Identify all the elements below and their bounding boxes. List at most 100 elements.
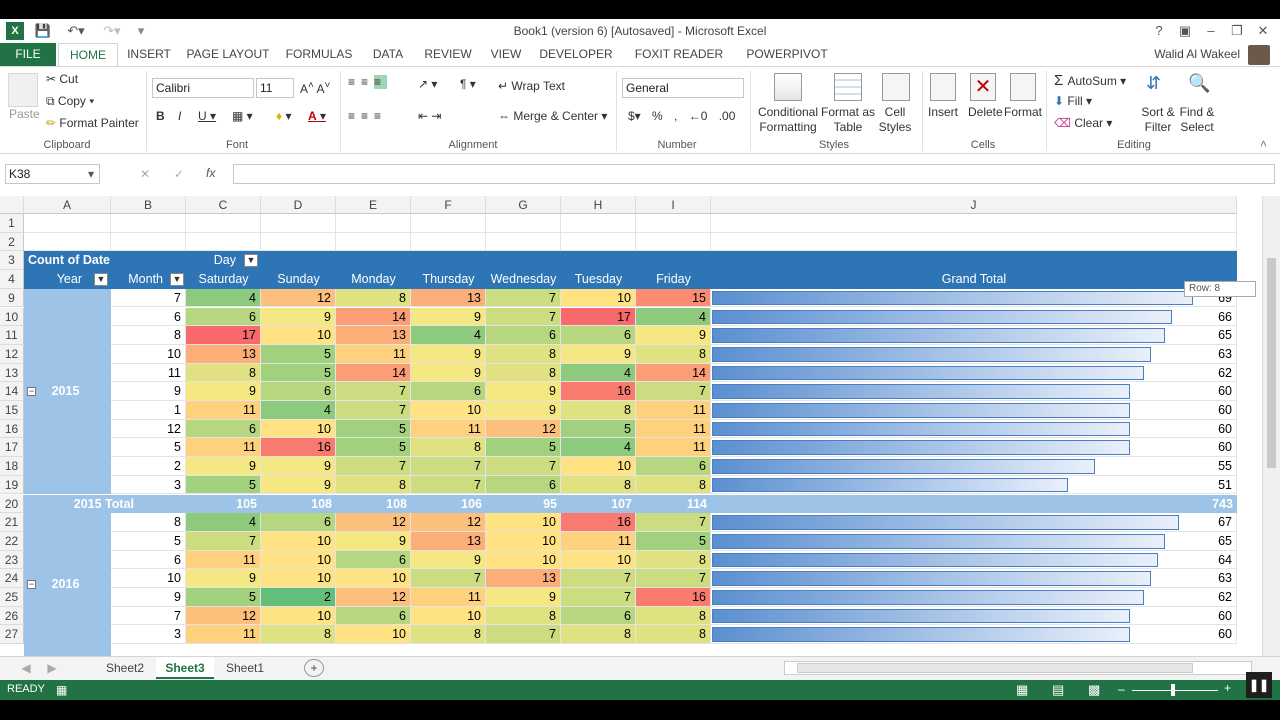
heat-cell[interactable]: 9 — [486, 401, 561, 420]
tab-formulas[interactable]: FORMULAS — [285, 47, 353, 61]
grand-total-cell[interactable]: 55 — [711, 457, 1237, 476]
sheet-tab-sheet1[interactable]: Sheet1 — [225, 661, 265, 675]
heat-cell[interactable]: 17 — [186, 326, 261, 345]
cut-button[interactable]: ✂ Cut — [46, 72, 78, 86]
heat-cell[interactable]: 6 — [636, 457, 711, 476]
select-all-corner[interactable] — [0, 196, 24, 214]
format-cells-icon[interactable] — [1010, 73, 1036, 101]
insert-cells-icon[interactable] — [930, 73, 956, 101]
heat-cell[interactable]: 4 — [636, 307, 711, 327]
heat-cell[interactable]: 16 — [261, 438, 336, 458]
heat-cell[interactable]: 11 — [186, 550, 261, 570]
heat-cell[interactable]: 10 — [336, 625, 411, 645]
heat-cell[interactable]: 7 — [486, 457, 561, 476]
tab-insert[interactable]: INSERT — [127, 47, 171, 61]
heat-cell[interactable]: 8 — [636, 625, 711, 645]
heat-cell[interactable]: 7 — [411, 475, 486, 495]
macro-record-icon[interactable]: ▦ — [56, 683, 68, 697]
heat-cell[interactable]: 13 — [336, 326, 411, 345]
heat-cell[interactable]: 10 — [261, 569, 336, 588]
heat-cell[interactable]: 16 — [636, 588, 711, 607]
heat-cell[interactable]: 12 — [261, 288, 336, 308]
month-value[interactable]: 9 — [111, 382, 186, 401]
grand-total-cell[interactable]: 60 — [711, 625, 1237, 645]
heat-cell[interactable]: 8 — [486, 363, 561, 383]
heat-cell[interactable]: 6 — [336, 550, 411, 570]
heat-cell[interactable]: 9 — [186, 457, 261, 476]
heat-cell[interactable]: 10 — [411, 606, 486, 626]
scrollbar-thumb[interactable] — [1267, 258, 1276, 468]
grand-total-cell[interactable]: 66 — [711, 307, 1237, 327]
row-header[interactable]: 4 — [0, 270, 24, 289]
heat-cell[interactable]: 6 — [561, 326, 636, 345]
heat-cell[interactable]: 6 — [486, 326, 561, 345]
year-2016-cell[interactable]: 2016 — [24, 513, 111, 656]
heat-cell[interactable]: 11 — [411, 419, 486, 439]
horizontal-align-buttons[interactable]: ≡≡≡ — [348, 109, 388, 123]
heat-cell[interactable]: 13 — [411, 531, 486, 551]
heat-cell[interactable]: 8 — [336, 288, 411, 308]
row-header[interactable]: 20 — [0, 494, 24, 514]
empty-cell[interactable] — [711, 232, 1237, 252]
heat-cell[interactable]: 4 — [186, 288, 261, 308]
month-value[interactable]: 5 — [111, 531, 186, 551]
heat-cell[interactable]: 10 — [561, 457, 636, 476]
heat-cell[interactable]: 10 — [411, 401, 486, 420]
heat-cell[interactable]: 12 — [336, 588, 411, 607]
heat-cell[interactable]: 6 — [186, 307, 261, 327]
heat-cell[interactable]: 10 — [261, 419, 336, 439]
month-value[interactable]: 7 — [111, 288, 186, 308]
month-value[interactable]: 7 — [111, 606, 186, 626]
heat-cell[interactable]: 8 — [186, 363, 261, 383]
conditional-formatting-button[interactable]: Conditional Formatting — [756, 105, 820, 135]
heat-cell[interactable]: 6 — [336, 606, 411, 626]
heat-cell[interactable]: 9 — [411, 344, 486, 364]
column-header-e[interactable]: E — [336, 196, 411, 214]
heat-cell[interactable]: 7 — [411, 457, 486, 476]
user-name[interactable]: Walid Al Wakeel — [1154, 47, 1240, 61]
column-header-i[interactable]: I — [636, 196, 711, 214]
tab-developer[interactable]: DEVELOPER — [539, 47, 613, 61]
row-header[interactable]: 25 — [0, 588, 24, 607]
binoculars-icon[interactable]: 🔍 — [1188, 73, 1211, 93]
underline-button[interactable]: U ▾ — [198, 109, 217, 123]
grand-total-cell[interactable]: 60 — [711, 382, 1237, 401]
heat-cell[interactable]: 7 — [486, 288, 561, 308]
heat-cell[interactable]: 9 — [561, 344, 636, 364]
heat-cell[interactable]: 8 — [411, 625, 486, 645]
heat-cell[interactable]: 10 — [261, 326, 336, 345]
vertical-align-buttons[interactable]: ≡≡≡ — [348, 75, 388, 89]
empty-cell[interactable] — [261, 214, 336, 233]
grand-total-cell[interactable]: 64 — [711, 550, 1237, 570]
heat-cell[interactable]: 5 — [186, 475, 261, 495]
minimize-icon[interactable]: – — [1207, 23, 1215, 38]
paste-button[interactable]: Paste — [9, 107, 40, 121]
format-as-table-button[interactable]: Format as Table — [818, 105, 878, 135]
tab-review[interactable]: REVIEW — [424, 47, 472, 61]
avatar[interactable] — [1248, 45, 1270, 65]
indent-buttons[interactable]: ⇤ ⇥ — [418, 109, 442, 123]
row-header[interactable]: 14 — [0, 382, 24, 401]
empty-cell[interactable] — [486, 232, 561, 252]
month-value[interactable]: 6 — [111, 550, 186, 570]
heat-cell[interactable]: 11 — [636, 419, 711, 439]
heat-cell[interactable]: 8 — [561, 401, 636, 420]
month-value[interactable]: 3 — [111, 625, 186, 645]
heat-cell[interactable]: 5 — [561, 419, 636, 439]
heat-cell[interactable]: 11 — [411, 588, 486, 607]
grand-total-cell[interactable]: 63 — [711, 344, 1237, 364]
heat-cell[interactable]: 10 — [261, 550, 336, 570]
column-header-f[interactable]: F — [411, 196, 486, 214]
empty-cell[interactable] — [336, 232, 411, 252]
copy-button[interactable]: ⧉ Copy ▾ — [46, 94, 95, 108]
find-select-button[interactable]: Find & Select — [1178, 105, 1216, 135]
heat-cell[interactable]: 7 — [486, 625, 561, 645]
heat-cell[interactable]: 7 — [186, 531, 261, 551]
heat-cell[interactable]: 8 — [636, 550, 711, 570]
sheet-tab-sheet3[interactable]: Sheet3 — [156, 657, 214, 679]
orientation-button[interactable]: ↗ ▾ — [418, 77, 438, 91]
heat-cell[interactable]: 11 — [186, 401, 261, 420]
grand-total-cell[interactable]: 60 — [711, 419, 1237, 439]
month-value[interactable]: 8 — [111, 326, 186, 345]
heat-cell[interactable]: 12 — [486, 419, 561, 439]
